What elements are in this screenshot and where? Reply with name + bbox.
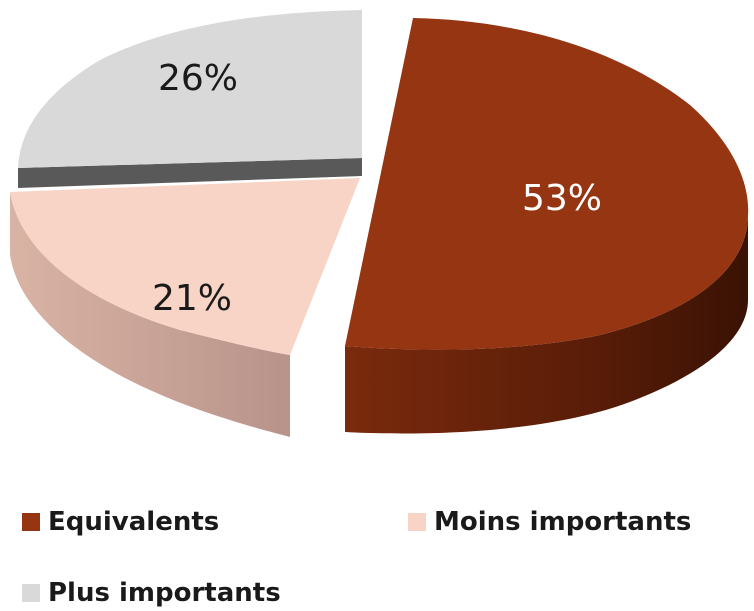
pie-chart: 53% 26% 21% [10, 10, 749, 437]
legend-item-moins-importants: Moins importants [408, 507, 691, 537]
legend-swatch-plus-importants [22, 584, 40, 602]
legend-swatch-equivalents [22, 513, 40, 531]
legend-swatch-moins-importants [408, 513, 426, 531]
legend-label-plus-importants: Plus importants [48, 578, 281, 608]
slice-moins-importants-top [10, 178, 360, 355]
slice-moins-importants: 21% [10, 178, 360, 437]
slice-plus-importants: 26% [18, 10, 362, 188]
slice-label-moins-importants: 21% [152, 278, 232, 319]
slice-plus-importants-top [18, 10, 362, 168]
legend-item-plus-importants: Plus importants [22, 578, 281, 608]
slice-equivalents-top [345, 18, 749, 350]
legend-label-equivalents: Equivalents [48, 507, 220, 537]
legend-label-moins-importants: Moins importants [434, 507, 692, 537]
slice-equivalents: 53% [345, 18, 749, 434]
slice-moins-importants-side [10, 192, 290, 437]
legend-item-equivalents: Equivalents [22, 507, 219, 537]
slice-label-plus-importants: 26% [158, 58, 238, 99]
slice-equivalents-side [345, 215, 748, 434]
slice-label-equivalents: 53% [522, 178, 602, 219]
